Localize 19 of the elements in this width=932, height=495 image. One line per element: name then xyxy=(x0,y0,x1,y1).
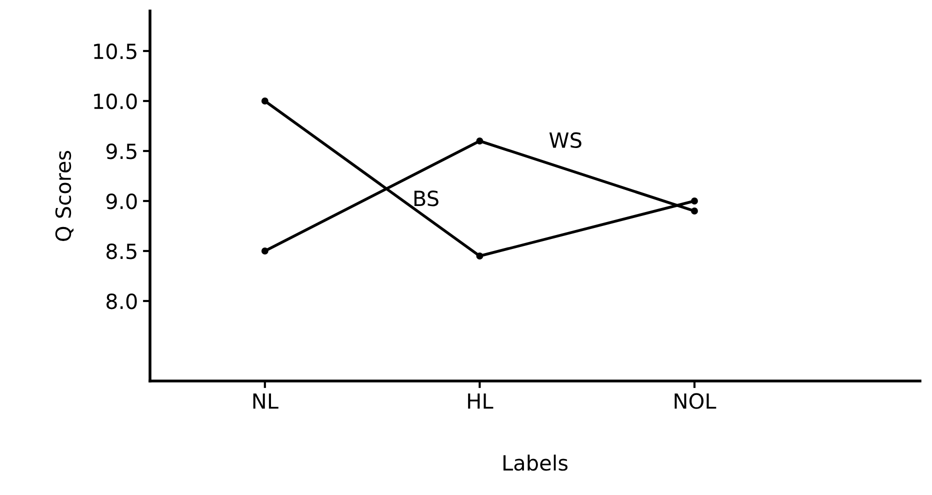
x-axis-title: Labels xyxy=(504,454,568,471)
y-axis-title: Q Scores xyxy=(55,150,74,241)
x-tick-label: NL xyxy=(253,393,278,409)
series-label: BS xyxy=(414,190,438,206)
y-tick-label: 8.0 xyxy=(106,293,137,310)
point xyxy=(261,98,268,104)
x-tick-label: HL xyxy=(468,393,494,409)
point xyxy=(476,252,484,260)
series-label: WS xyxy=(549,132,582,148)
y-tick-label: 8.5 xyxy=(106,243,136,260)
point xyxy=(691,198,698,204)
y-tick-label: 10.0 xyxy=(94,93,137,110)
y-tick-label: 10.5 xyxy=(94,43,136,60)
point xyxy=(476,138,484,144)
y-tick-label: 9.5 xyxy=(106,143,136,160)
x-tick-label: NOL xyxy=(674,393,716,409)
y-tick-label: 9.0 xyxy=(106,193,137,210)
point xyxy=(691,208,698,214)
point xyxy=(261,248,268,254)
